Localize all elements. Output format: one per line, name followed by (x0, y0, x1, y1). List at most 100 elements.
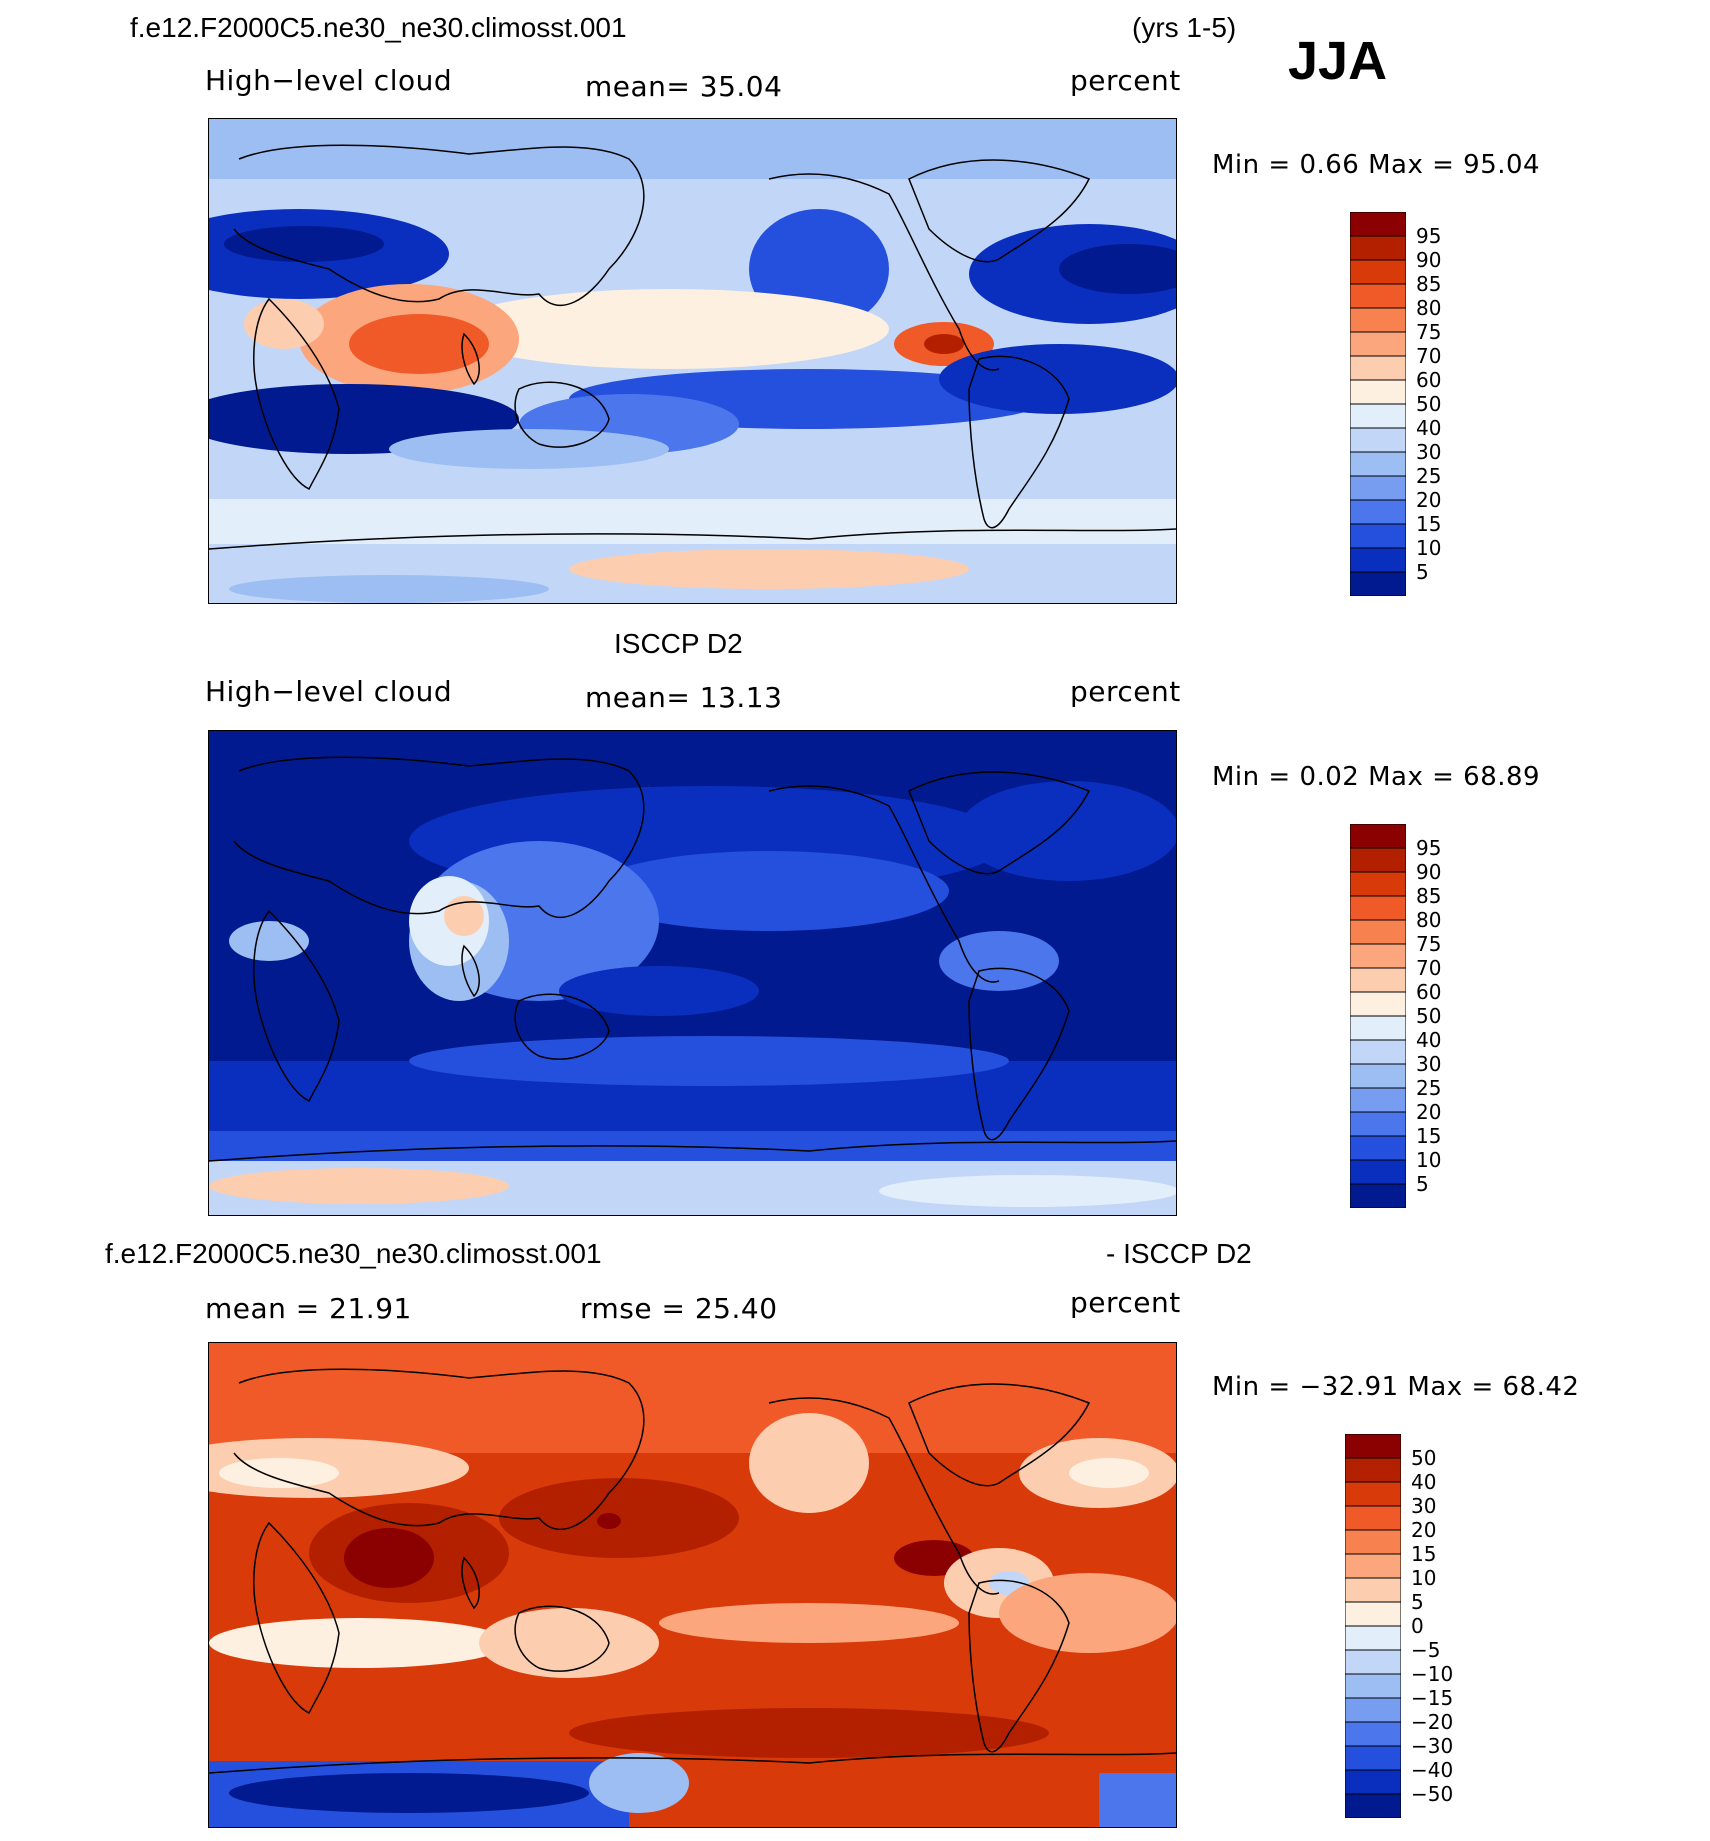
colorbar-swatch (1344, 1457, 1402, 1483)
panel3-colorbar-svg (1344, 1433, 1402, 1819)
panel1-variable: High−level cloud (205, 64, 453, 97)
colorbar-tick-label: 5 (1416, 1172, 1429, 1196)
colorbar-tick-label: 80 (1416, 296, 1442, 320)
colorbar-swatch (1344, 1505, 1402, 1531)
colorbar-tick-label: 60 (1416, 368, 1442, 392)
colorbar-tick-label: −30 (1411, 1734, 1454, 1758)
colorbar-tick-label: 20 (1416, 488, 1442, 512)
colorbar-tick-label: 10 (1411, 1566, 1437, 1590)
colorbar-tick-label: 95 (1416, 224, 1442, 248)
colorbar-swatch (1349, 523, 1407, 549)
colorbar-tick-label: 60 (1416, 980, 1442, 1004)
colorbar-tick-label: 10 (1416, 1148, 1442, 1172)
colorbar-swatch (1349, 1159, 1407, 1185)
colorbar-swatch (1349, 1039, 1407, 1065)
colorbar-swatch (1344, 1721, 1402, 1747)
colorbar-tick-label: 25 (1416, 1076, 1442, 1100)
panel1-units: percent (1070, 64, 1181, 97)
panel3-units: percent (1070, 1286, 1181, 1319)
colorbar-swatch (1349, 235, 1407, 261)
panel2-minmax: Min = 0.02 Max = 68.89 (1212, 762, 1541, 792)
panel2-map-svg (209, 731, 1176, 1215)
colorbar-swatch (1349, 1063, 1407, 1089)
panel3-title-left: f.e12.F2000C5.ne30_ne30.climosst.001 (105, 1238, 602, 1269)
colorbar-swatch (1344, 1577, 1402, 1603)
panel3-colorbar (1344, 1433, 1402, 1819)
panel3-map (208, 1342, 1177, 1828)
colorbar-swatch (1344, 1529, 1402, 1555)
panel2-mean: mean= 13.13 (585, 681, 783, 714)
panel1-minmax: Min = 0.66 Max = 95.04 (1212, 150, 1541, 180)
colorbar-swatch (1349, 283, 1407, 309)
panel2-colorbar-svg (1349, 823, 1407, 1209)
colorbar-tick-label: 15 (1416, 1124, 1442, 1148)
colorbar-swatch (1344, 1481, 1402, 1507)
colorbar-swatch (1344, 1673, 1402, 1699)
colorbar-swatch (1344, 1601, 1402, 1627)
colorbar-swatch (1344, 1649, 1402, 1675)
colorbar-tick-label: 10 (1416, 536, 1442, 560)
colorbar-swatch (1349, 571, 1407, 597)
colorbar-swatch (1349, 847, 1407, 873)
colorbar-swatch (1349, 475, 1407, 501)
colorbar-swatch (1349, 259, 1407, 285)
colorbar-swatch (1344, 1433, 1402, 1459)
colorbar-tick-label: −15 (1411, 1686, 1454, 1710)
colorbar-tick-label: 40 (1416, 1028, 1442, 1052)
colorbar-swatch (1349, 895, 1407, 921)
colorbar-tick-label: 90 (1416, 248, 1442, 272)
colorbar-swatch (1349, 1087, 1407, 1113)
colorbar-tick-label: 30 (1416, 1052, 1442, 1076)
colorbar-tick-label: 90 (1416, 860, 1442, 884)
colorbar-tick-label: 15 (1416, 512, 1442, 536)
colorbar-tick-label: 75 (1416, 932, 1442, 956)
colorbar-tick-label: 95 (1416, 836, 1442, 860)
colorbar-swatch (1349, 427, 1407, 453)
panel1-map-svg (209, 119, 1176, 603)
colorbar-tick-label: 30 (1416, 440, 1442, 464)
colorbar-swatch (1349, 1111, 1407, 1137)
colorbar-swatch (1349, 547, 1407, 573)
colorbar-swatch (1349, 967, 1407, 993)
colorbar-tick-label: 30 (1411, 1494, 1437, 1518)
colorbar-swatch (1349, 1183, 1407, 1209)
colorbar-swatch (1349, 451, 1407, 477)
colorbar-swatch (1344, 1553, 1402, 1579)
colorbar-tick-label: −20 (1411, 1710, 1454, 1734)
colorbar-swatch (1349, 355, 1407, 381)
panel2-units: percent (1070, 675, 1181, 708)
colorbar-tick-label: 5 (1416, 560, 1429, 584)
colorbar-swatch (1349, 331, 1407, 357)
panel3-minmax: Min = −32.91 Max = 68.42 (1212, 1372, 1580, 1402)
colorbar-tick-label: 20 (1416, 1100, 1442, 1124)
colorbar-swatch (1344, 1793, 1402, 1819)
panel2-variable: High−level cloud (205, 675, 453, 708)
colorbar-tick-label: 50 (1411, 1446, 1437, 1470)
colorbar-swatch (1349, 403, 1407, 429)
colorbar-tick-label: −5 (1411, 1638, 1441, 1662)
colorbar-swatch (1349, 943, 1407, 969)
colorbar-tick-label: −50 (1411, 1782, 1454, 1806)
colorbar-tick-label: 15 (1411, 1542, 1437, 1566)
colorbar-swatch (1349, 1135, 1407, 1161)
colorbar-swatch (1349, 1015, 1407, 1041)
colorbar-tick-label: 5 (1411, 1590, 1424, 1614)
panel1-colorbar (1349, 211, 1407, 597)
colorbar-tick-label: 75 (1416, 320, 1442, 344)
years-label: (yrs 1-5) (1132, 12, 1237, 43)
colorbar-swatch (1349, 919, 1407, 945)
colorbar-tick-label: 70 (1416, 956, 1442, 980)
panel1-map (208, 118, 1177, 604)
colorbar-swatch (1344, 1769, 1402, 1795)
colorbar-tick-label: −10 (1411, 1662, 1454, 1686)
colorbar-tick-label: 50 (1416, 392, 1442, 416)
season-label: JJA (1288, 31, 1388, 91)
colorbar-tick-label: 70 (1416, 344, 1442, 368)
colorbar-swatch (1344, 1625, 1402, 1651)
panel3-map-svg (209, 1343, 1176, 1827)
colorbar-tick-label: 40 (1416, 416, 1442, 440)
colorbar-tick-label: 0 (1411, 1614, 1424, 1638)
colorbar-swatch (1349, 991, 1407, 1017)
panel2-title: ISCCP D2 (614, 628, 743, 659)
colorbar-swatch (1349, 823, 1407, 849)
